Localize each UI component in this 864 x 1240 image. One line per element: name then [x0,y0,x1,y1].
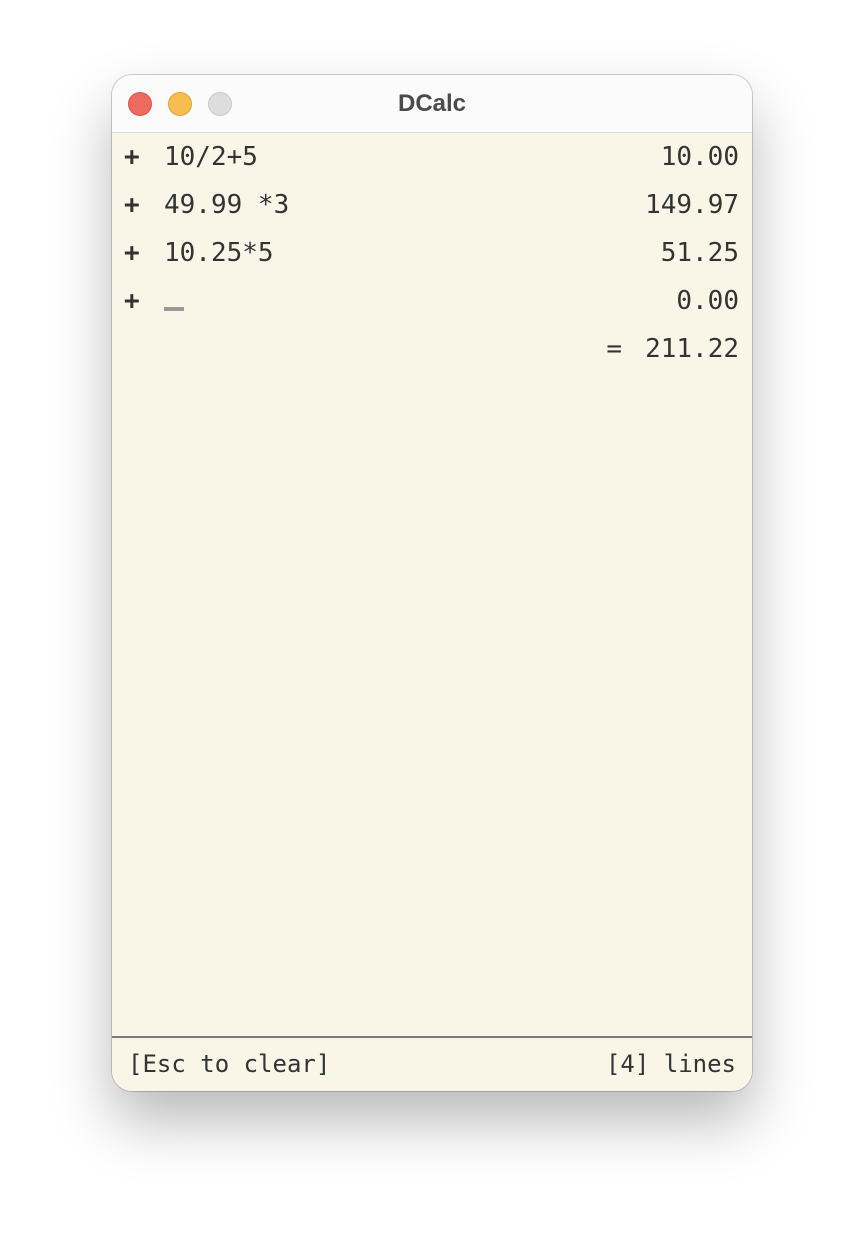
line-operator: + [124,286,140,316]
window-title: DCalc [397,90,467,117]
line-operator: + [124,190,140,220]
title-bar[interactable]: DCalc [112,75,752,133]
line-expression[interactable]: 10.25*5 [164,238,274,268]
dcalc-window: DCalc + 10/2+5 10.00 + 49.99 *3 149.97 +… [112,75,752,1091]
calculation-editor[interactable]: + 10/2+5 10.00 + 49.99 *3 149.97 + 10.25… [112,133,752,1036]
calc-line-active[interactable]: + 0.00 [112,277,752,325]
minimize-button[interactable] [168,92,192,116]
line-result: 0.00 [676,286,739,316]
total-row: = 211.22 [112,325,752,373]
line-expression-input[interactable] [164,277,184,325]
close-button[interactable] [128,92,152,116]
line-expression[interactable]: 49.99 *3 [164,190,290,220]
line-result: 149.97 [645,190,739,220]
equals-sign: = [606,334,622,364]
status-bar: [Esc to clear] [4] lines [112,1036,752,1091]
calc-line[interactable]: + 10.25*5 51.25 [112,229,752,277]
line-operator: + [124,142,140,172]
line-result: 10.00 [660,142,739,172]
line-count: [4] lines [605,1050,736,1078]
clear-hint: [Esc to clear] [128,1050,331,1078]
line-expression[interactable]: 10/2+5 [164,142,258,172]
line-operator: + [124,238,140,268]
calc-line[interactable]: + 49.99 *3 149.97 [112,181,752,229]
calc-line[interactable]: + 10/2+5 10.00 [112,133,752,181]
line-result: 51.25 [660,238,739,268]
total-value: 211.22 [645,334,739,364]
text-cursor [164,306,184,311]
zoom-button[interactable] [208,92,232,116]
